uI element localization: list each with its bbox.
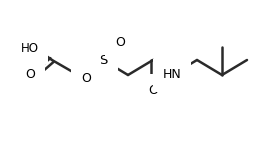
Text: O: O: [81, 71, 91, 84]
Text: O: O: [115, 35, 125, 49]
Text: S: S: [99, 53, 107, 66]
Text: O: O: [148, 84, 158, 97]
Text: HO: HO: [21, 42, 39, 55]
Text: O: O: [25, 69, 35, 82]
Text: HN: HN: [163, 69, 181, 82]
